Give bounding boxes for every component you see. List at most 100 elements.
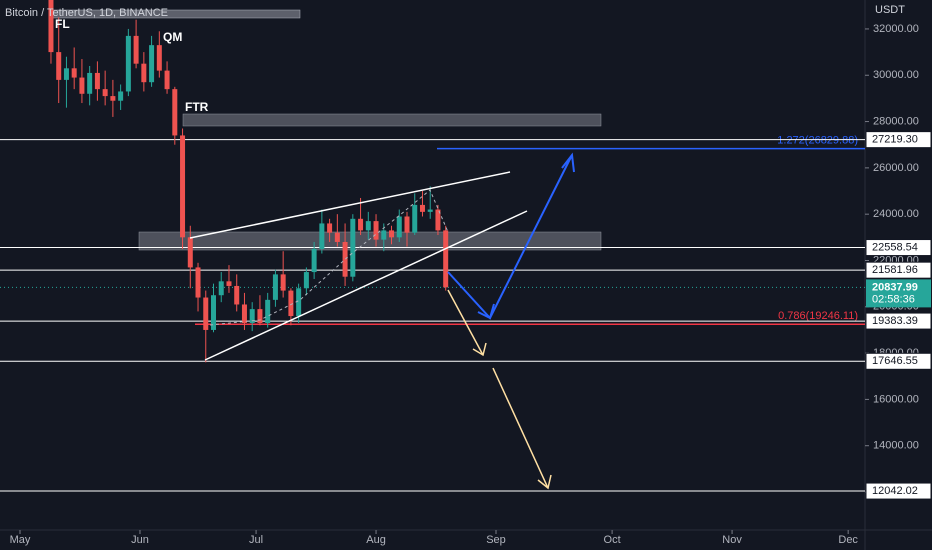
price-label-box (865, 261, 932, 279)
price-label: 22558.54 (872, 241, 918, 253)
x-tick-label: May (10, 534, 31, 546)
candle-body (296, 288, 302, 317)
x-tick-label: Sep (486, 534, 506, 546)
candle-body (149, 45, 155, 83)
x-tick-label: Aug (366, 534, 386, 546)
candle-body (48, 0, 54, 53)
candle-body (203, 297, 209, 330)
x-tick-label: Dec (838, 534, 858, 546)
price-label-box (865, 312, 932, 330)
candle-body (389, 230, 395, 238)
bearish-arrow (447, 289, 484, 356)
candle-body (350, 218, 356, 277)
candle-body (288, 290, 294, 317)
arrow-head (537, 474, 552, 490)
candle-body (218, 281, 224, 296)
y-tick-label: 24000.00 (873, 208, 919, 220)
y-tick-label: 32000.00 (873, 23, 919, 35)
candle-body (327, 223, 333, 233)
candle-body (234, 285, 240, 305)
y-tick-label: 26000.00 (873, 162, 919, 174)
candle-body (412, 204, 418, 233)
y-tick-label: 28000.00 (873, 115, 919, 127)
price-label-box (865, 482, 932, 500)
fib-label: 0.786(19246.11) (778, 310, 858, 322)
candle-body (87, 72, 93, 94)
annotation: FL (55, 17, 70, 31)
chart-title: Bitcoin / TetherUS, 1D, BINANCE (5, 7, 168, 19)
candle-body (381, 230, 387, 240)
candle-body (443, 230, 449, 288)
price-lines: 1.272(26829.88) 0.786(19246.11) (0, 135, 865, 492)
candle-body (319, 223, 325, 249)
candle-body (435, 209, 441, 231)
candle-body (102, 89, 108, 97)
price-label-box (865, 352, 932, 370)
candle-body (125, 35, 131, 92)
candle-body (71, 68, 77, 78)
last-price-label: 20837.99 (872, 281, 918, 293)
candle-body (265, 299, 271, 324)
candle-body (172, 89, 178, 136)
arrow-head (477, 303, 495, 320)
candle-body (396, 216, 402, 238)
candle-body (133, 35, 139, 64)
candle-body (257, 309, 263, 324)
candle-body (187, 237, 193, 268)
candle-body (311, 248, 317, 273)
candle-body (249, 309, 255, 324)
price-label: 12042.02 (872, 485, 918, 497)
candle-body (141, 63, 147, 83)
y-tick-label: 14000.00 (873, 440, 919, 452)
wedge-line (189, 171, 511, 239)
candle-body (404, 216, 410, 233)
candle-body (211, 295, 217, 330)
candle-body (303, 272, 309, 289)
candle-body (56, 52, 62, 80)
supply-zone (138, 231, 602, 251)
axis: 32000.00 30000.00 28000.00 26000.00 24000.00… (10, 23, 932, 546)
last-price-box (866, 279, 931, 308)
y-tick-label: 16000.00 (873, 393, 919, 405)
countdown-label: 02:58:36 (872, 293, 915, 305)
candle-body (118, 91, 124, 101)
candle-body (180, 135, 186, 238)
arrow-head (561, 152, 575, 173)
swing-path (209, 189, 449, 326)
candle-body (373, 221, 379, 240)
candle-body (419, 204, 425, 212)
candle-body (63, 68, 69, 80)
candle-body (365, 221, 371, 231)
candle-body (226, 281, 232, 286)
candle-body (272, 274, 278, 300)
candle-body (110, 96, 116, 101)
fib-label: 1.272(26829.88) (777, 135, 858, 147)
price-label: 17646.55 (872, 355, 918, 367)
y-tick-label: 30000.00 (873, 69, 919, 81)
x-tick-label: Oct (604, 534, 621, 546)
price-label-box (865, 239, 932, 257)
candle-body (195, 267, 201, 298)
drawings (189, 152, 575, 490)
price-label: 19383.39 (872, 315, 918, 327)
candle-body (241, 304, 247, 324)
price-label: 27219.30 (872, 134, 918, 146)
x-tick-label: Jul (249, 534, 263, 546)
zones (49, 9, 602, 251)
candle-body (427, 209, 433, 212)
supply-zone (182, 113, 602, 127)
x-tick-label: Jun (131, 534, 149, 546)
annotation: FTR (185, 100, 209, 114)
candles (48, 0, 449, 363)
candle-body (280, 274, 286, 291)
annotation: QM (163, 30, 182, 44)
candle-body (79, 77, 85, 94)
candle-body (164, 70, 170, 90)
candle-body (334, 232, 340, 242)
candle-body (358, 218, 364, 231)
candle-body (94, 72, 100, 90)
price-label-box (865, 131, 932, 149)
